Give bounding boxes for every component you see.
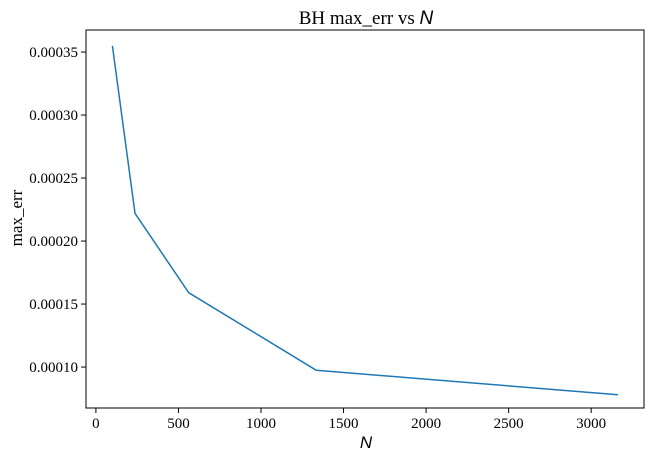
y-tick-label: 0.00025: [29, 171, 78, 187]
x-axis-label: N: [360, 433, 373, 452]
y-tick-label: 0.00035: [29, 45, 78, 61]
y-tick-label: 0.00020: [29, 234, 78, 250]
y-tick-label: 0.00030: [29, 108, 78, 124]
x-tick-label: 1500: [329, 416, 359, 432]
plot-area: 0 500 1000 1500 2000 2500 3000 0.00010 0.00015 0.…: [29, 29, 645, 432]
chart-title-symbol: N: [420, 8, 434, 29]
y-tick-label: 0.00015: [29, 297, 78, 313]
series-line: [111, 45, 618, 396]
axes-frame: [85, 29, 645, 409]
x-tick-label: 1000: [246, 416, 276, 432]
x-tick-label: 2500: [494, 416, 524, 432]
y-tick-label: 0.00010: [29, 360, 78, 376]
x-tick-label: 0: [92, 416, 100, 432]
y-axis-label: max_err: [7, 189, 26, 246]
x-tick-label: 3000: [576, 416, 606, 432]
x-tick-label: 2000: [411, 416, 441, 432]
x-tick-label: 500: [167, 416, 190, 432]
chart-title: BH max_err vs N: [299, 8, 434, 29]
chart-title-text: BH max_err vs: [299, 8, 420, 29]
